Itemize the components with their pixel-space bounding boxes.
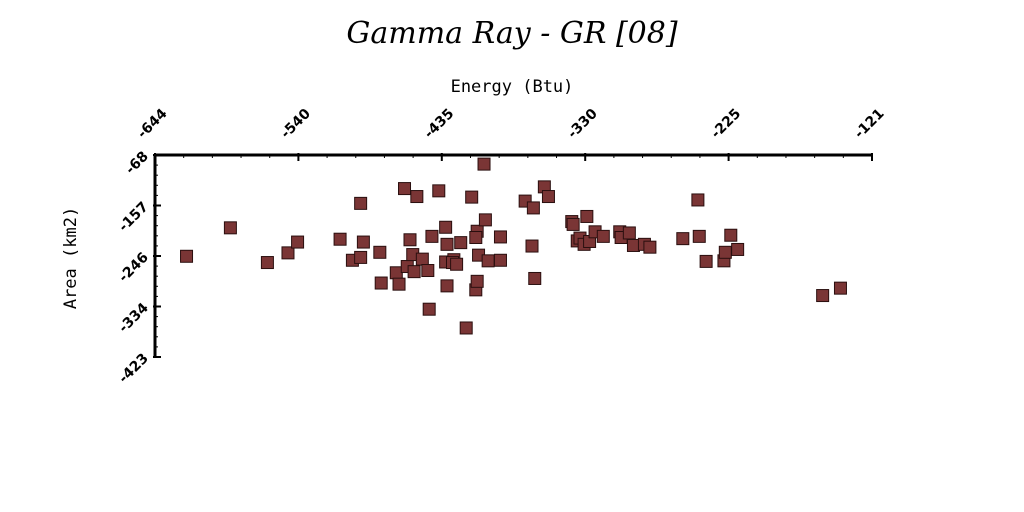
data-point [526,201,540,215]
data-point [422,302,436,316]
y-tick-label: -157 [116,199,152,235]
data-point [291,235,305,249]
data-point [493,253,507,267]
data-point [525,239,539,253]
data-point [477,157,491,171]
data-point [459,321,473,335]
y-tick-label: -334 [116,300,152,336]
data-point [439,220,453,234]
x-tick-label: -435 [421,106,457,142]
x-tick-label: -644 [135,106,171,142]
data-point [643,240,657,254]
data-point [470,274,484,288]
data-point [724,228,738,242]
data-point [566,217,580,231]
data-point [398,182,412,196]
data-point [731,242,745,256]
data-point [718,245,732,259]
data-point [626,238,640,252]
y-tick-label: -423 [116,351,152,387]
data-point [223,221,237,235]
data-point [478,213,492,227]
data-point [281,246,295,260]
data-point [354,250,368,264]
data-point [180,249,194,263]
data-point [450,257,464,271]
chart-title: Gamma Ray - GR [08] [346,16,677,51]
data-point [410,190,424,204]
data-point [440,237,454,251]
data-point [816,289,830,303]
data-point [356,235,370,249]
data-point [465,190,479,204]
x-tick-label: -225 [708,106,744,142]
data-point [528,271,542,285]
data-point [407,265,421,279]
y-tick-label: -246 [116,250,152,286]
data-point [676,232,690,246]
data-point [440,279,454,293]
data-point [389,266,403,280]
data-points [180,157,847,335]
data-point [373,245,387,259]
data-point [580,209,594,223]
data-point [392,277,406,291]
data-point [596,229,610,243]
x-tick-label: -540 [278,106,314,142]
axes: -644 -540 -435 -330 -225 -121 -68 -157 -246 -334 -… [116,106,888,387]
x-axis-label: Energy (Btu) [451,77,574,97]
y-tick-label: -68 [123,149,152,178]
data-point [421,264,435,278]
data-point [541,190,555,204]
data-point [692,229,706,243]
data-point [469,231,483,245]
data-point [333,232,347,246]
data-point [622,226,636,240]
data-point [691,193,705,207]
data-point [403,233,417,247]
x-tick-label: -330 [565,106,601,142]
data-point [354,196,368,210]
data-point [454,236,468,250]
x-tick-label: -121 [852,106,888,142]
y-axis-label: Area (km2) [61,207,81,309]
data-point [493,230,507,244]
data-point [833,281,847,295]
data-point [481,254,495,268]
data-point [260,256,274,270]
data-point [432,184,446,198]
data-point [699,254,713,268]
data-point [425,229,439,243]
data-point [415,252,429,266]
data-point [374,276,388,290]
